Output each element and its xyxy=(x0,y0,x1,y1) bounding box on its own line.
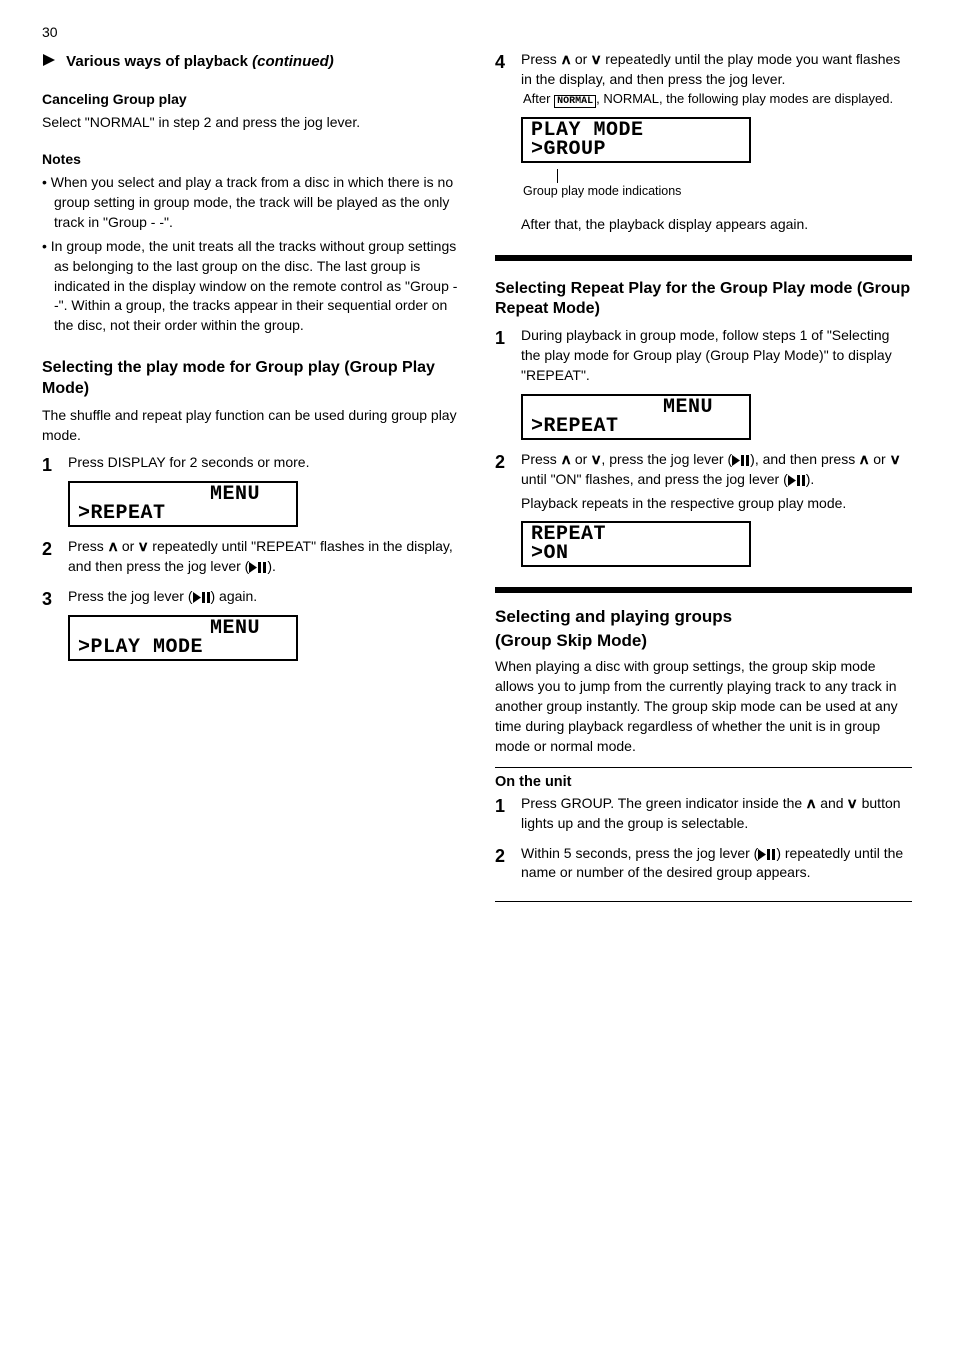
section-heading: Various ways of playback (continued) xyxy=(42,52,459,73)
chevron-down-icon: ∨ xyxy=(590,450,602,470)
lcd-line: >REPEAT xyxy=(78,504,288,523)
page-number: 30 xyxy=(42,24,912,40)
step-item: Press GROUP. The green indicator inside … xyxy=(495,794,912,834)
play-pause-icon xyxy=(732,455,750,466)
notes-title: Notes xyxy=(42,151,459,167)
step-text: and xyxy=(816,795,847,811)
play-pause-icon xyxy=(758,849,776,860)
step-text: Within 5 seconds, press the jog lever ( xyxy=(521,845,758,861)
section3-subtitle: (Group Skip Mode) xyxy=(495,631,912,651)
step-text: ). xyxy=(267,558,276,574)
section2-steps: During playback in group mode, follow st… xyxy=(495,326,912,567)
selecting-body: The shuffle and repeat play function can… xyxy=(42,406,459,446)
chevron-down-icon: ∨ xyxy=(889,450,901,470)
step-text: , press the jog lever ( xyxy=(601,451,732,467)
heading-text: Various ways of playback xyxy=(66,53,248,70)
step-text: until "ON" flashes, and press the jog le… xyxy=(521,471,788,487)
step-text: ) again. xyxy=(211,588,258,604)
lcd-line: >PLAY MODE xyxy=(78,638,288,657)
step-text: Press DISPLAY for 2 seconds or more. xyxy=(68,454,309,470)
callout-line xyxy=(557,169,912,183)
selecting-steps: Press DISPLAY for 2 seconds or more. MEN… xyxy=(42,453,459,661)
heading-continued: (continued) xyxy=(252,53,334,70)
step-text: ), and then press xyxy=(750,451,859,467)
section-divider xyxy=(495,587,912,593)
step-text: or xyxy=(571,451,591,467)
right-column: Press ∧ or ∨ repeatedly until the play m… xyxy=(495,46,912,908)
step-item: Press ∧ or ∨ repeatedly until the play m… xyxy=(495,50,912,235)
unit-box-title: On the unit xyxy=(495,774,912,790)
lcd-display: MENU >PLAY MODE xyxy=(68,615,298,661)
chevron-up-icon: ∧ xyxy=(560,450,572,470)
step-tail: Playback repeats in the respective group… xyxy=(521,494,912,514)
play-pause-icon xyxy=(788,475,806,486)
step-text: Press xyxy=(521,51,561,67)
section2-title: Selecting Repeat Play for the Group Play… xyxy=(495,279,912,321)
step-text: During playback in group mode, follow st… xyxy=(521,327,892,383)
lcd-line: >ON xyxy=(531,544,741,563)
lcd-line: MENU xyxy=(531,398,741,417)
step-text: Press xyxy=(521,451,561,467)
lcd-line: >GROUP xyxy=(531,140,741,159)
play-pause-icon xyxy=(193,592,211,603)
step-text: or xyxy=(571,51,591,67)
chevron-up-icon: ∧ xyxy=(560,50,572,70)
notes-list: • When you select and play a track from … xyxy=(42,173,459,336)
section3-body: When playing a disc with group settings,… xyxy=(495,657,912,756)
step-text: Press the jog lever ( xyxy=(68,588,193,604)
lcd-line: >REPEAT xyxy=(531,417,741,436)
section-divider xyxy=(495,255,912,261)
chevron-down-icon: ∨ xyxy=(847,794,859,814)
step-item: Press ∧ or ∨, press the jog lever (), an… xyxy=(495,450,912,568)
selecting-title: Selecting the play mode for Group play (… xyxy=(42,358,459,400)
note-item: When you select and play a track from a … xyxy=(51,174,453,230)
lcd-display: REPEAT >ON xyxy=(521,521,751,567)
caption-text: After xyxy=(523,91,554,106)
chevron-up-icon: ∧ xyxy=(107,537,119,557)
normal-badge: NORMAL xyxy=(554,95,596,108)
step-item: During playback in group mode, follow st… xyxy=(495,326,912,440)
unit-box: On the unit Press GROUP. The green indic… xyxy=(495,767,912,903)
section3-heading: Selecting and playing groups (Group Skip… xyxy=(495,607,912,651)
play-icon xyxy=(42,53,56,73)
lcd-caption: After NORMAL, NORMAL, the following play… xyxy=(523,90,912,109)
lcd-display: PLAY MODE >GROUP xyxy=(521,117,751,163)
play-pause-icon xyxy=(249,562,267,573)
chevron-up-icon: ∧ xyxy=(805,794,817,814)
step-item: Press DISPLAY for 2 seconds or more. MEN… xyxy=(42,453,459,527)
step-text: Press GROUP. The green indicator inside … xyxy=(521,795,806,811)
step-text: or xyxy=(118,538,138,554)
caption-text: NORMAL, the following play modes are dis… xyxy=(603,91,893,106)
section3-title: Selecting and playing groups xyxy=(495,607,912,627)
lcd-display: MENU >REPEAT xyxy=(68,481,298,527)
step-item: Press the jog lever ( ) again. MENU >PLAY… xyxy=(42,587,459,661)
step-item: Press ∧ or ∨ repeatedly until "REPEAT" f… xyxy=(42,537,459,577)
chevron-down-icon: ∨ xyxy=(590,50,602,70)
chevron-down-icon: ∨ xyxy=(137,537,149,557)
left-column: Various ways of playback (continued) Can… xyxy=(42,46,459,908)
page-columns: Various ways of playback (continued) Can… xyxy=(42,46,912,908)
continued-steps: Press ∧ or ∨ repeatedly until the play m… xyxy=(495,50,912,235)
step-text: or xyxy=(869,451,889,467)
canceling-title: Canceling Group play xyxy=(42,91,459,107)
canceling-body: Select "NORMAL" in step 2 and press the … xyxy=(42,113,459,133)
lcd-display: MENU >REPEAT xyxy=(521,394,751,440)
chevron-up-icon: ∧ xyxy=(858,450,870,470)
step-item: Within 5 seconds, press the jog lever ()… xyxy=(495,844,912,884)
body-text: After that, the playback display appears… xyxy=(521,215,912,235)
step-text: Press xyxy=(68,538,108,554)
step-text: ). xyxy=(806,471,815,487)
note-item: In group mode, the unit treats all the t… xyxy=(51,238,458,334)
unit-steps: Press GROUP. The green indicator inside … xyxy=(495,794,912,884)
callout-text: Group play mode indications xyxy=(523,183,912,201)
